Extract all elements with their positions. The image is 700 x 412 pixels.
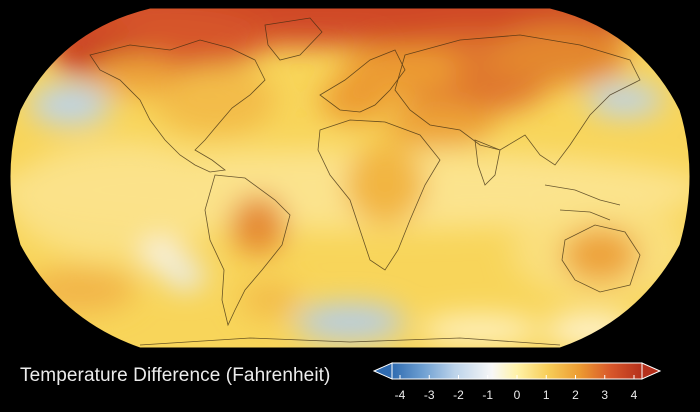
colorbar-tick-marks bbox=[399, 375, 635, 379]
colorbar-tick-label: 4 bbox=[630, 388, 638, 402]
colorbar-tick-label: 2 bbox=[572, 388, 579, 402]
colorbar-tick-label: -2 bbox=[453, 388, 464, 402]
colorbar-left-arrow bbox=[372, 362, 393, 380]
colorbar-tick-label: 3 bbox=[601, 388, 609, 402]
map-svg bbox=[9, 7, 691, 349]
globe-outline bbox=[9, 7, 691, 349]
legend-title: Temperature Difference (Fahrenheit) bbox=[20, 365, 331, 386]
colorbar-tick-label: -1 bbox=[482, 388, 494, 402]
colorbar: -4 -3 -2 -1 0 1 2 3 4 bbox=[372, 357, 662, 409]
anomaly-patches bbox=[10, 8, 690, 344]
colorbar-svg bbox=[372, 362, 662, 380]
colorbar-tick-label: -3 bbox=[423, 388, 435, 402]
colorbar-tick-label: 0 bbox=[513, 388, 521, 402]
coastlines bbox=[89, 17, 669, 346]
globe-ellipse bbox=[10, 8, 690, 348]
colorbar-right-arrow bbox=[641, 362, 662, 380]
colorbar-tick-label: -4 bbox=[394, 388, 406, 402]
colorbar-tick-label: 1 bbox=[542, 388, 550, 402]
temperature-anomaly-map bbox=[9, 7, 691, 349]
